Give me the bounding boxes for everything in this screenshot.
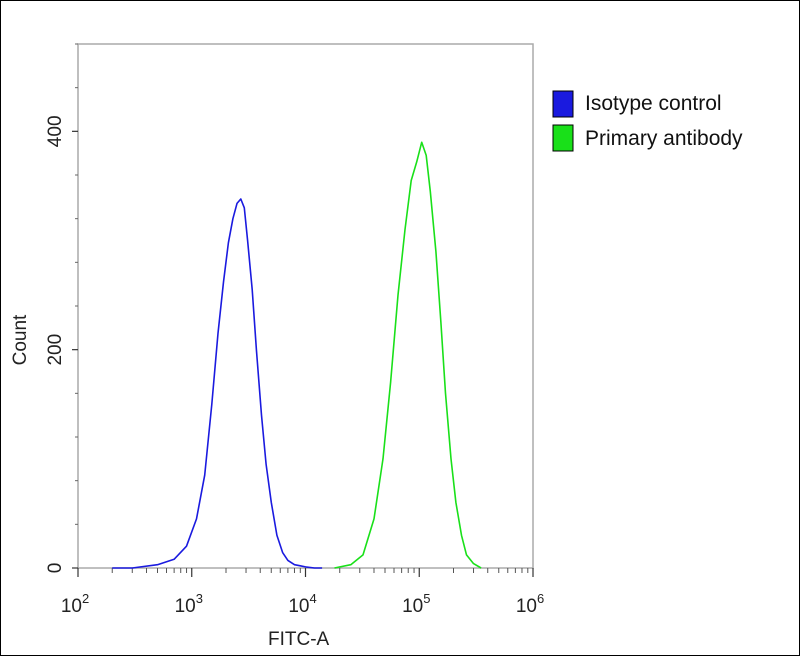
legend-swatch-isotype-control [552, 90, 574, 118]
plot-area [77, 43, 534, 569]
x-axis: 102 103 104 105 106 [61, 568, 544, 617]
series-line-isotype-control [112, 198, 323, 569]
x-tick-label: 106 [516, 591, 544, 617]
x-tick-label: 103 [175, 591, 203, 617]
y-axis: 0 200 400 [45, 43, 78, 574]
x-axis-title: FITC-A [268, 629, 330, 650]
x-tick-label: 104 [288, 591, 316, 617]
legend-label-isotype-control: Isotype control [585, 92, 722, 115]
y-axis-title: Count [10, 314, 31, 365]
y-tick-label: 200 [45, 334, 66, 366]
series-line-primary-antibody [334, 141, 482, 569]
legend: Isotype control Primary antibody [552, 90, 743, 152]
series-layer [112, 141, 482, 569]
x-tick-label: 102 [61, 591, 89, 617]
legend-swatch-primary-antibody [552, 124, 574, 152]
legend-label-primary-antibody: Primary antibody [585, 127, 743, 150]
x-tick-label: 105 [402, 591, 430, 617]
y-tick-label: 400 [45, 115, 66, 147]
y-tick-label: 0 [45, 563, 66, 574]
